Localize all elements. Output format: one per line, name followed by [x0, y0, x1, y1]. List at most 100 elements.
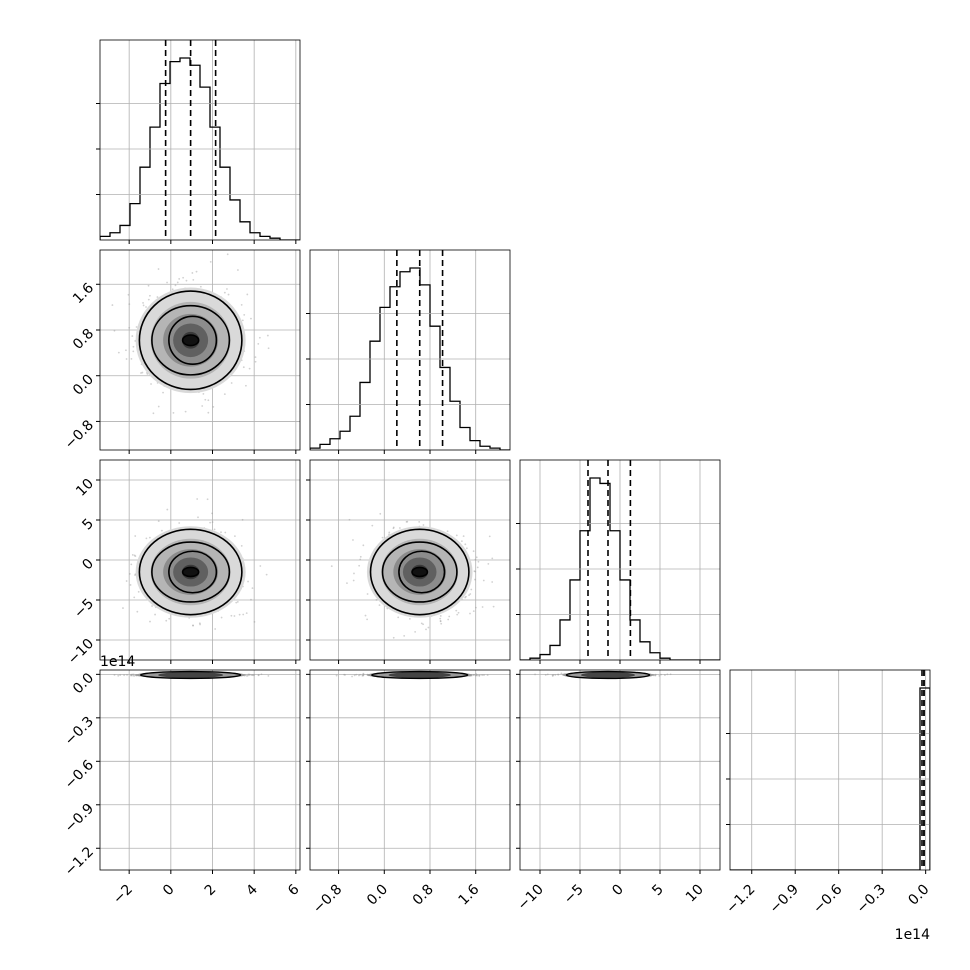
sample-point	[654, 674, 656, 677]
sample-point	[209, 260, 212, 263]
sample-point	[473, 570, 476, 573]
sample-point	[223, 291, 226, 294]
sample-point	[544, 674, 547, 676]
sample-point	[182, 276, 185, 279]
contour-line	[381, 541, 458, 603]
sample-point	[134, 535, 137, 537]
sample-point	[245, 612, 248, 615]
sample-point	[439, 615, 442, 617]
sample-point	[267, 674, 270, 677]
sample-point	[149, 294, 151, 297]
sample-point	[330, 565, 333, 568]
sample-point	[157, 520, 160, 523]
sample-point	[117, 674, 120, 677]
sample-point	[361, 674, 364, 677]
sample-point	[135, 326, 138, 328]
sample-point	[492, 605, 495, 608]
sample-point	[125, 580, 128, 582]
sample-point	[552, 674, 555, 676]
panel-frame	[729, 669, 931, 871]
sample-point	[130, 674, 132, 677]
density-panel-3-1	[306, 669, 511, 874]
sample-point	[476, 674, 479, 677]
histogram-panel-0	[96, 39, 301, 244]
sample-point	[176, 281, 179, 284]
sample-point	[246, 675, 248, 677]
sample-point	[560, 672, 563, 675]
sample-point	[392, 527, 395, 530]
sample-point	[209, 521, 212, 524]
sample-point	[236, 600, 239, 603]
sample-point	[161, 529, 163, 532]
sample-point	[119, 674, 122, 677]
sample-point	[235, 601, 238, 604]
sample-point	[260, 673, 263, 676]
sample-point	[241, 518, 244, 521]
sample-point	[379, 512, 382, 515]
contour-line	[168, 315, 218, 366]
sample-point	[204, 398, 207, 401]
sample-point	[405, 520, 408, 523]
sample-point	[481, 606, 484, 608]
sample-point	[212, 405, 215, 408]
sample-point	[150, 383, 152, 385]
sample-point	[358, 674, 360, 677]
sample-point	[355, 673, 358, 676]
sample-point	[147, 298, 150, 301]
sample-point	[353, 674, 356, 677]
sample-point	[145, 537, 148, 540]
sample-point	[371, 524, 374, 527]
sample-point	[482, 579, 485, 582]
sample-point	[491, 581, 494, 583]
sample-point	[554, 674, 557, 676]
sample-point	[237, 269, 239, 271]
sample-point	[418, 520, 421, 523]
sample-point	[664, 674, 666, 676]
histogram-panel-1	[306, 249, 511, 454]
contour-core	[181, 566, 200, 578]
sample-point	[202, 392, 205, 395]
sample-point	[247, 580, 249, 583]
sample-point	[234, 535, 236, 538]
sample-point	[439, 617, 442, 620]
sample-point	[192, 278, 195, 281]
sample-point	[265, 573, 268, 576]
sample-point	[132, 345, 135, 348]
sample-point	[248, 673, 251, 676]
sample-point	[534, 673, 536, 676]
sample-point	[148, 536, 151, 539]
sample-point	[117, 351, 120, 354]
sample-point	[201, 405, 204, 407]
sample-point	[157, 405, 160, 408]
sample-point	[465, 547, 468, 550]
sample-point	[381, 536, 384, 539]
sample-point	[251, 587, 254, 590]
contour-line	[139, 670, 242, 680]
density-panel-1-0	[96, 249, 301, 454]
sample-point	[472, 550, 475, 553]
sample-point	[151, 605, 153, 607]
sample-point	[248, 367, 251, 370]
sample-point	[191, 272, 194, 274]
panel-frame	[99, 39, 301, 241]
sample-point	[353, 572, 355, 575]
sample-point	[130, 357, 133, 360]
sample-point	[378, 604, 381, 607]
sample-point	[125, 358, 128, 360]
sample-point	[131, 335, 134, 337]
sample-point	[464, 543, 467, 546]
sample-point	[133, 554, 136, 557]
sample-point	[477, 560, 480, 563]
sample-point	[131, 553, 134, 556]
sample-point	[351, 675, 353, 678]
sample-point	[192, 624, 194, 627]
sample-point	[243, 313, 246, 316]
sample-point	[658, 674, 661, 677]
sample-point	[178, 522, 181, 524]
density-panel-3-0	[96, 669, 301, 874]
sample-point	[422, 524, 425, 526]
sample-point	[475, 673, 477, 675]
sample-point	[546, 673, 549, 676]
